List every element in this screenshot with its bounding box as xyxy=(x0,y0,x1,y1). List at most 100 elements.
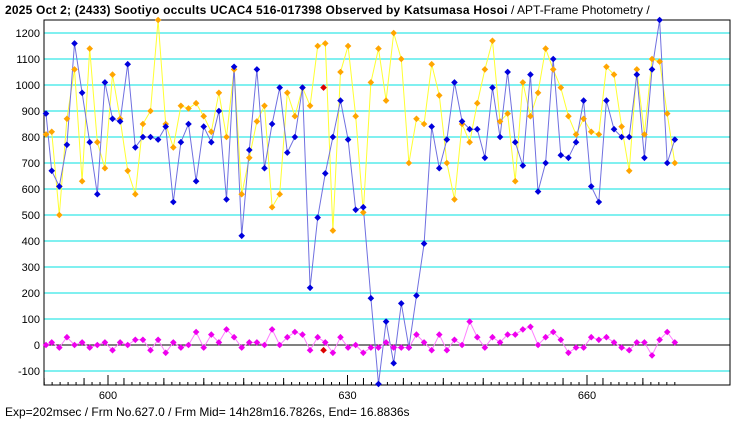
target-point xyxy=(177,138,185,146)
target-point xyxy=(671,136,679,143)
difference-point xyxy=(580,344,587,351)
comparison-point xyxy=(42,131,50,138)
difference-point xyxy=(367,344,375,351)
target-point xyxy=(208,138,215,146)
comparison-point xyxy=(268,203,276,211)
comparison-point xyxy=(132,190,139,198)
difference-point xyxy=(42,341,50,349)
difference-point xyxy=(185,341,192,349)
target-point xyxy=(458,118,466,125)
target-point xyxy=(261,164,268,172)
difference-point xyxy=(451,336,458,344)
difference-point xyxy=(124,341,132,349)
target-point xyxy=(527,71,534,78)
target-point xyxy=(534,188,542,195)
comparison-point xyxy=(443,159,451,167)
difference-point xyxy=(329,349,337,357)
target-point xyxy=(542,159,549,167)
target-point xyxy=(192,177,200,185)
y-tick-label: 1000 xyxy=(16,80,40,92)
comparison-point xyxy=(261,102,268,110)
difference-point xyxy=(223,326,230,333)
target-point xyxy=(223,196,230,203)
highlight-point xyxy=(320,84,327,91)
difference-point xyxy=(671,339,679,346)
target-point xyxy=(306,284,314,292)
comparison-point xyxy=(192,99,200,107)
target-point xyxy=(390,359,397,367)
difference-point xyxy=(413,331,420,338)
comparison-point xyxy=(63,115,71,123)
exposure-info: Exp=202msec / Frm No.627.0 / Frm Mid= 14… xyxy=(5,405,410,419)
target-point xyxy=(63,141,71,149)
difference-point xyxy=(109,346,116,354)
difference-point xyxy=(549,328,557,336)
comparison-point xyxy=(329,227,337,234)
comparison-point xyxy=(200,112,208,120)
target-point xyxy=(154,136,162,143)
target-point xyxy=(618,133,625,141)
comparison-point xyxy=(101,164,109,172)
difference-point xyxy=(238,344,245,351)
comparison-point xyxy=(527,112,534,120)
difference-point xyxy=(147,346,154,354)
difference-line xyxy=(45,320,676,357)
comparison-point xyxy=(641,131,648,138)
comparison-point xyxy=(451,196,458,203)
comparison-point xyxy=(557,84,565,91)
y-tick-label: 400 xyxy=(22,236,40,248)
comparison-point xyxy=(648,55,656,63)
target-point xyxy=(238,232,245,240)
target-point xyxy=(565,154,572,162)
target-point xyxy=(109,115,116,123)
target-point xyxy=(504,68,511,76)
comparison-point xyxy=(337,68,344,76)
target-point xyxy=(185,120,192,128)
comparison-point xyxy=(466,138,473,146)
difference-point xyxy=(435,331,443,338)
y-tick-label: 200 xyxy=(22,288,40,300)
difference-point xyxy=(625,346,633,354)
target-point xyxy=(466,125,473,133)
target-point xyxy=(299,84,306,91)
difference-point xyxy=(215,339,223,346)
comparison-point xyxy=(375,45,382,52)
target-point xyxy=(42,110,50,117)
y-tick-label: 1200 xyxy=(16,28,40,40)
axis-ticks: -100 0 100 200 300 400 500 600 700 800 900 1000 1100… xyxy=(16,28,676,402)
difference-point xyxy=(63,333,71,341)
comparison-point xyxy=(276,190,283,198)
target-point xyxy=(481,154,489,162)
target-point xyxy=(428,123,435,130)
y-tick-label: 600 xyxy=(22,184,40,196)
comparison-point xyxy=(390,29,397,37)
target-point xyxy=(314,214,321,221)
difference-point xyxy=(139,336,147,344)
target-point xyxy=(375,380,382,388)
target-point xyxy=(337,97,344,104)
difference-point xyxy=(390,344,397,351)
difference-point xyxy=(519,326,527,333)
comparison-point xyxy=(253,118,261,125)
difference-point xyxy=(268,326,276,333)
difference-point xyxy=(245,339,253,346)
target-point xyxy=(641,154,648,162)
comparison-point xyxy=(397,55,405,63)
target-point xyxy=(435,164,443,172)
difference-point xyxy=(299,331,306,338)
target-point xyxy=(625,133,633,141)
difference-point xyxy=(641,339,648,346)
difference-point xyxy=(253,339,261,346)
target-point xyxy=(101,79,109,86)
y-tick-label: 800 xyxy=(22,132,40,144)
comparison-point xyxy=(139,120,147,128)
difference-point xyxy=(291,328,299,336)
difference-point xyxy=(610,339,618,346)
target-point xyxy=(245,146,253,154)
difference-point xyxy=(94,341,101,349)
difference-point xyxy=(56,344,63,351)
target-point xyxy=(549,55,557,63)
target-point xyxy=(170,198,177,206)
difference-point xyxy=(337,333,344,341)
difference-point xyxy=(397,344,405,351)
